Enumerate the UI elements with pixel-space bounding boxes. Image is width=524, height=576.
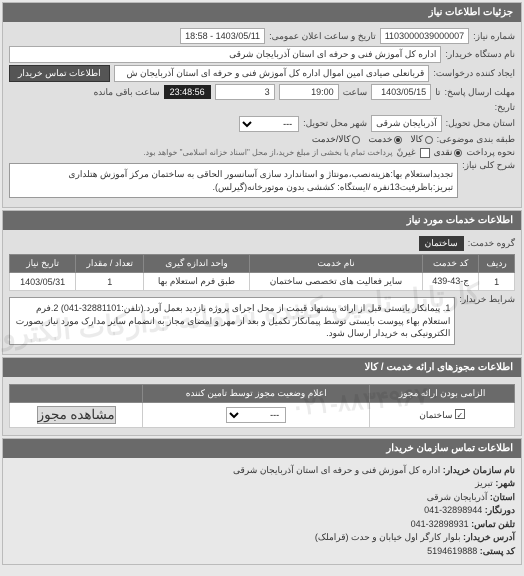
buyer-label: نام دستگاه خریدار: (445, 49, 515, 60)
service-group-value: ساختمان (419, 236, 464, 251)
pay-radio-a[interactable] (454, 149, 462, 157)
view-permit-button[interactable]: مشاهده مجوز (37, 406, 116, 424)
delivery-city-select[interactable]: --- (239, 116, 299, 132)
th-status: اعلام وضعیت مجوز توسط تامین کننده (143, 384, 370, 402)
contact-block: نام سازمان خریدار: اداره کل آموزش فنی و … (3, 458, 521, 565)
th-action (10, 384, 143, 402)
services-table: ردیف کد خدمت نام خدمت واحد اندازه گیری ت… (9, 254, 515, 291)
pay-label: نحوه پرداخت (466, 147, 515, 158)
budget-label: طبقه بندی موضوعی: (437, 134, 515, 145)
delivery-loc: آذربایجان شرقی (371, 115, 442, 132)
budget-radio-group: کالا خدمت کالا/خدمت (312, 134, 433, 145)
budget-radio-a[interactable] (425, 136, 433, 144)
service-group-label: گروه خدمت: (468, 238, 515, 249)
pay-note: پرداخت تمام یا بخشی از مبلغ خرید،از محل … (143, 148, 392, 157)
extension-count: 3 (215, 84, 275, 100)
status-select[interactable]: --- (226, 407, 286, 423)
countdown-timer: 23:48:56 (164, 85, 211, 99)
pay-check-b[interactable] (420, 148, 430, 158)
attachments-header: اطلاعات مجوزهای ارائه خدمت / کالا (3, 358, 521, 377)
budget-radio-c[interactable] (352, 136, 360, 144)
requester-value: قربانعلی صیادی امین اموال اداره کل آموزش… (114, 65, 430, 82)
attachments-table: الزامی بودن ارائه مجوز اعلام وضعیت مجوز … (9, 384, 515, 428)
th-idx: ردیف (479, 255, 515, 273)
deadline-date: 1403/05/15 (371, 84, 431, 100)
pubtime-label: تاریخ و ساعت اعلان عمومی: (269, 31, 376, 42)
th-name: نام خدمت (249, 255, 422, 273)
table-row: 1 ج-43-439 سایر فعالیت های تخصصی ساختمان… (10, 273, 515, 291)
remaining-label: ساعت باقی مانده (94, 87, 160, 98)
services-header: اطلاعات خدمات مورد نیاز (3, 211, 521, 230)
history-label: تاریخ: (495, 102, 515, 113)
delivery-loc-label: استان محل تحویل: (446, 118, 515, 129)
th-date: تاریخ نیاز (10, 255, 76, 273)
delivery-city-label: شهر محل تحویل: (303, 118, 367, 129)
deadline-time-label: ساعت (343, 87, 368, 98)
requester-label: ایجاد کننده درخواست: (433, 68, 515, 79)
deadline-label: مهلت ارسال پاسخ: (444, 87, 515, 98)
th-required: الزامی بودن ارائه مجوز (370, 384, 515, 402)
pubtime-value: 1403/05/11 - 18:58 (180, 28, 265, 44)
reqnum-label: شماره نیاز: (473, 31, 515, 42)
contact-buyer-button[interactable]: اطلاعات تماس خریدار (9, 65, 110, 82)
buyer-value: اداره کل آموزش فنی و حرفه ای استان آذربا… (9, 46, 441, 63)
th-unit: واحد اندازه گیری (144, 255, 250, 273)
main-header: جزئیات اطلاعات نیاز (3, 3, 521, 22)
th-code: کد خدمت (423, 255, 479, 273)
th-qty: تعداد / مقدار (76, 255, 144, 273)
contact-header: اطلاعات تماس سازمان خریدار (3, 439, 521, 458)
deadline-time: 19:00 (279, 84, 339, 100)
reqnum-value: 1103000039000007 (380, 28, 469, 44)
buyer-terms-text: 1. پیمانکار بایستی قبل از ارائه پیشنهاد … (9, 297, 455, 345)
buyer-terms-label: شرایط خریدار: (459, 294, 515, 305)
deadline-to: تا (435, 87, 440, 98)
required-checkbox[interactable] (455, 409, 465, 419)
table-row: ساختمان --- مشاهده مجوز (10, 402, 515, 427)
desc-label: شرح کلی نیاز: (462, 160, 515, 171)
budget-radio-b[interactable] (394, 136, 402, 144)
desc-text: تجدیداستعلام بها:هزینه‌نصب،مونتاژ و استا… (9, 163, 458, 198)
